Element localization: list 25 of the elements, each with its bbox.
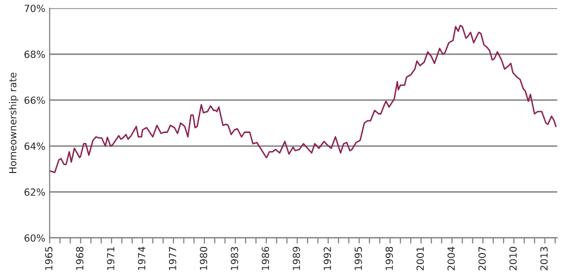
x-tick-label: 1971 <box>107 247 114 270</box>
x-tick-label: 1986 <box>262 246 270 270</box>
x-tick-label: 1968 <box>76 246 84 270</box>
x-tick-label: 1980 <box>200 246 208 270</box>
y-tick-label: 60% <box>24 234 45 242</box>
x-tick-label: 1998 <box>386 246 393 270</box>
x-tick-label: 2001 <box>416 247 424 270</box>
y-tick-label: 70% <box>24 4 45 12</box>
x-tick-label: 2007 <box>478 247 486 270</box>
x-tick-label: 1977 <box>168 247 176 270</box>
y-tick-label: 62% <box>24 188 45 196</box>
y-tick-label: 68% <box>24 50 45 58</box>
y-axis-title: Homeownership rate <box>8 72 18 173</box>
y-tick-label: 66% <box>24 96 45 104</box>
line-series <box>50 24 557 174</box>
x-tick-label: 1965 <box>45 247 52 270</box>
x-tick-label: 1983 <box>230 246 238 270</box>
x-tick-label: 2010 <box>509 246 517 270</box>
x-tick-label: 1989 <box>292 246 300 270</box>
x-tick-label: 2004 <box>447 246 455 270</box>
x-tick-label: 2013 <box>540 246 548 270</box>
x-tick-label: 1974 <box>138 246 146 270</box>
x-tick-label: 1995 <box>354 247 362 270</box>
y-tick-label: 64% <box>24 142 45 150</box>
x-tick-label: 1992 <box>324 247 332 270</box>
